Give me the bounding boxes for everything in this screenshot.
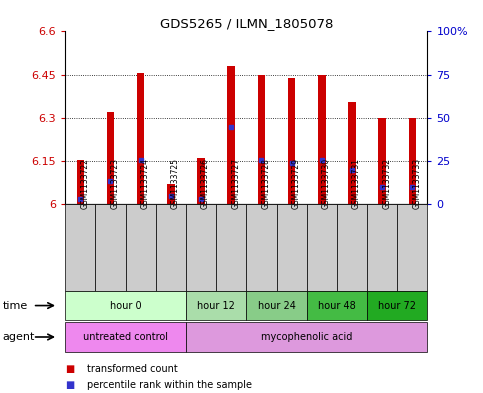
Text: hour 24: hour 24 xyxy=(257,301,296,310)
Text: untreated control: untreated control xyxy=(83,332,168,342)
Bar xyxy=(257,75,265,204)
Text: hour 48: hour 48 xyxy=(318,301,356,310)
Text: GSM1133733: GSM1133733 xyxy=(412,158,421,209)
Text: GSM1133732: GSM1133732 xyxy=(382,158,391,209)
Bar xyxy=(409,118,416,204)
Text: GSM1133731: GSM1133731 xyxy=(352,158,361,209)
Text: GSM1133724: GSM1133724 xyxy=(141,158,150,209)
Bar xyxy=(137,73,144,204)
Bar xyxy=(227,66,235,204)
Bar xyxy=(107,112,114,204)
Text: ■: ■ xyxy=(65,380,74,390)
Text: hour 72: hour 72 xyxy=(378,301,416,310)
Text: GSM1133728: GSM1133728 xyxy=(261,158,270,209)
Text: percentile rank within the sample: percentile rank within the sample xyxy=(87,380,252,390)
Text: mycophenolic acid: mycophenolic acid xyxy=(261,332,353,342)
Bar xyxy=(348,102,356,204)
Text: GSM1133725: GSM1133725 xyxy=(171,158,180,209)
Bar xyxy=(167,184,175,204)
Title: GDS5265 / ILMN_1805078: GDS5265 / ILMN_1805078 xyxy=(160,17,333,30)
Text: time: time xyxy=(2,301,28,310)
Text: GSM1133722: GSM1133722 xyxy=(80,158,89,209)
Text: ■: ■ xyxy=(65,364,74,375)
Bar xyxy=(288,77,296,204)
Text: hour 0: hour 0 xyxy=(110,301,142,310)
Bar xyxy=(318,75,326,204)
Text: transformed count: transformed count xyxy=(87,364,178,375)
Bar xyxy=(378,118,386,204)
Text: GSM1133730: GSM1133730 xyxy=(322,158,331,209)
Text: GSM1133729: GSM1133729 xyxy=(292,158,300,209)
Bar xyxy=(76,160,84,204)
Text: agent: agent xyxy=(2,332,35,342)
Text: GSM1133726: GSM1133726 xyxy=(201,158,210,209)
Text: GSM1133727: GSM1133727 xyxy=(231,158,240,209)
Text: hour 12: hour 12 xyxy=(197,301,235,310)
Bar xyxy=(197,158,205,204)
Text: GSM1133723: GSM1133723 xyxy=(111,158,119,209)
